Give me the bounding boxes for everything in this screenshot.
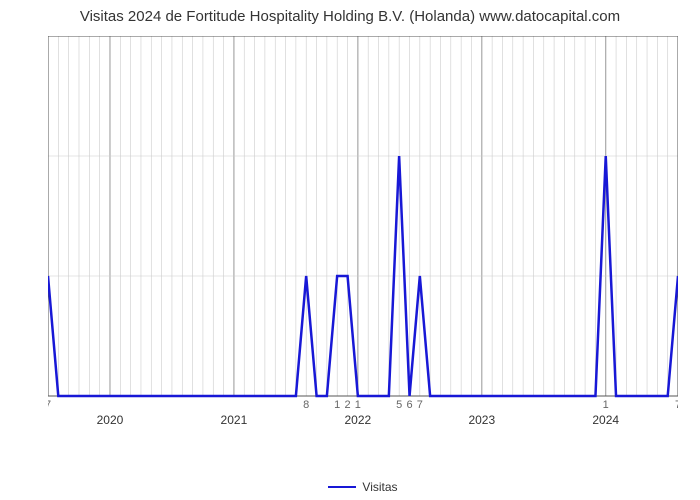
legend-swatch bbox=[328, 486, 356, 488]
svg-text:2023: 2023 bbox=[468, 413, 495, 427]
line-chart-svg: 0123781215671720202021202220232024 bbox=[48, 36, 678, 428]
svg-text:1: 1 bbox=[355, 399, 361, 411]
svg-text:2020: 2020 bbox=[97, 413, 124, 427]
svg-text:1: 1 bbox=[334, 399, 340, 411]
legend-label: Visitas bbox=[362, 480, 397, 494]
chart-container: Visitas 2024 de Fortitude Hospitality Ho… bbox=[0, 0, 700, 500]
svg-text:2021: 2021 bbox=[221, 413, 248, 427]
chart-title: Visitas 2024 de Fortitude Hospitality Ho… bbox=[0, 8, 700, 25]
svg-text:6: 6 bbox=[406, 399, 412, 411]
svg-text:1: 1 bbox=[603, 399, 609, 411]
svg-text:7: 7 bbox=[675, 399, 678, 411]
chart-area: 0123781215671720202021202220232024 bbox=[48, 36, 678, 428]
legend: Visitas bbox=[48, 477, 678, 494]
svg-text:2024: 2024 bbox=[592, 413, 619, 427]
svg-text:7: 7 bbox=[48, 399, 51, 411]
svg-text:5: 5 bbox=[396, 399, 402, 411]
svg-text:7: 7 bbox=[417, 399, 423, 411]
svg-text:2: 2 bbox=[345, 399, 351, 411]
svg-text:2022: 2022 bbox=[345, 413, 372, 427]
svg-text:8: 8 bbox=[303, 399, 309, 411]
legend-item-visitas: Visitas bbox=[328, 480, 397, 494]
